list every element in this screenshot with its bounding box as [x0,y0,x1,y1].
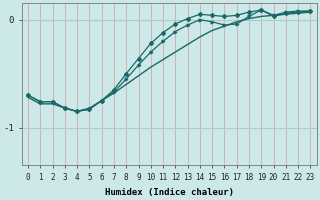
X-axis label: Humidex (Indice chaleur): Humidex (Indice chaleur) [105,188,234,197]
